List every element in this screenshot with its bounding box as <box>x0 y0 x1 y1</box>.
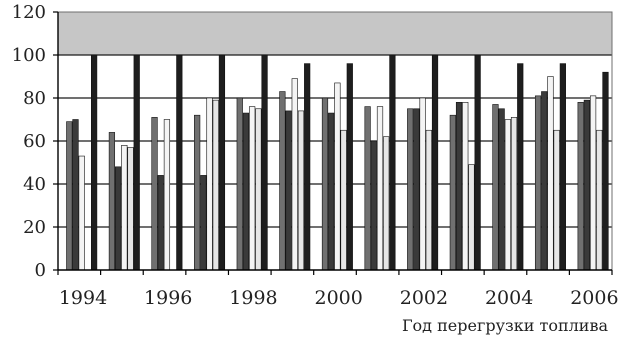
bar-2001-series-3 <box>376 106 384 271</box>
bar-1999-series-3 <box>291 78 298 271</box>
bar-1994-series-5 <box>91 54 98 271</box>
x-tick-label-1996: 1996 <box>144 287 192 309</box>
bar-2001-series-4 <box>383 136 390 271</box>
bar-1997-series-4 <box>212 99 219 271</box>
y-tick-label-0: 0 <box>35 260 46 281</box>
bar-1994-series-1 <box>66 121 73 271</box>
y-tick-label-80: 80 <box>23 88 46 109</box>
bar-1999-series-1 <box>279 91 286 271</box>
y-tick-label-120: 120 <box>12 2 46 23</box>
bar-1998-series-4 <box>255 108 262 271</box>
bar-1998-series-3 <box>249 106 256 271</box>
x-tick-label-2004: 2004 <box>485 287 533 309</box>
bar-2000-series-5 <box>346 63 353 271</box>
bar-1996-series-3 <box>163 119 171 271</box>
bar-1998-series-2 <box>242 112 250 271</box>
bar-1994-series-3 <box>78 155 85 271</box>
bar-2005-series-4 <box>553 129 560 271</box>
bar-2006-series-4 <box>596 129 603 271</box>
bar-2005-series-3 <box>547 76 554 271</box>
bar-1999-series-5 <box>304 63 311 271</box>
bar-2004-series-4 <box>510 117 518 271</box>
bar-2001-series-1 <box>364 106 371 271</box>
bar-1997-series-1 <box>194 114 201 271</box>
bar-1997-series-3 <box>206 97 213 271</box>
bar-2004-series-3 <box>504 119 511 271</box>
bar-2001-series-5 <box>389 54 396 271</box>
bar-2004-series-1 <box>492 104 499 271</box>
bar-2002-series-1 <box>407 108 414 271</box>
bar-2000-series-1 <box>321 97 329 271</box>
bar-2001-series-2 <box>370 140 377 271</box>
bar-1995-series-1 <box>108 132 116 271</box>
bar-1997-series-5 <box>218 54 226 271</box>
y-tick-label-20: 20 <box>23 217 46 238</box>
bar-1995-series-2 <box>115 166 122 271</box>
bar-1995-series-3 <box>121 145 128 271</box>
x-tick-label-2000: 2000 <box>315 287 363 309</box>
bar-2005-series-2 <box>541 91 548 271</box>
y-tick-label-100: 100 <box>12 45 46 66</box>
bar-2003-series-5 <box>474 54 481 271</box>
bar-2003-series-2 <box>455 102 463 271</box>
x-tick-label-1994: 1994 <box>59 287 107 309</box>
bar-1995-series-5 <box>133 54 140 271</box>
bar-2002-series-3 <box>419 97 426 271</box>
bar-2002-series-4 <box>425 129 432 271</box>
bar-2006-series-2 <box>583 99 590 271</box>
bar-1994-series-2 <box>72 119 79 271</box>
y-tick-label-60: 60 <box>23 131 46 152</box>
bar-2003-series-4 <box>468 164 475 271</box>
bar-1998-series-5 <box>261 54 268 271</box>
bar-1997-series-2 <box>200 175 207 271</box>
bar-2000-series-4 <box>340 129 347 271</box>
bar-2003-series-3 <box>462 102 469 271</box>
bar-2000-series-2 <box>328 112 335 271</box>
bar-1998-series-1 <box>236 97 243 271</box>
x-tick-label-1998: 1998 <box>229 287 277 309</box>
bar-1996-series-1 <box>151 117 158 271</box>
bar-2006-series-5 <box>602 71 609 271</box>
bar-1996-series-5 <box>176 54 183 271</box>
bar-2002-series-5 <box>431 54 439 271</box>
x-tick-label-2006: 2006 <box>570 287 618 309</box>
bar-2005-series-1 <box>534 95 542 271</box>
x-axis-title: Год перегрузки топлива <box>402 316 609 335</box>
bar-2006-series-1 <box>577 102 584 271</box>
bar-2005-series-5 <box>559 63 566 271</box>
bar-2004-series-2 <box>498 108 505 271</box>
bar-2003-series-1 <box>449 114 456 271</box>
y-tick-label-40: 40 <box>23 174 46 195</box>
bar-1995-series-4 <box>127 147 134 271</box>
plot-area-upper-band <box>58 12 612 55</box>
bar-2000-series-3 <box>334 82 341 271</box>
bar-2004-series-5 <box>517 63 524 271</box>
bar-1999-series-4 <box>297 110 305 271</box>
x-tick-label-2002: 2002 <box>400 287 448 309</box>
bar-1996-series-2 <box>157 175 164 271</box>
bar-1999-series-2 <box>285 110 292 271</box>
bar-2006-series-3 <box>589 95 597 271</box>
bar-2002-series-2 <box>413 108 420 271</box>
